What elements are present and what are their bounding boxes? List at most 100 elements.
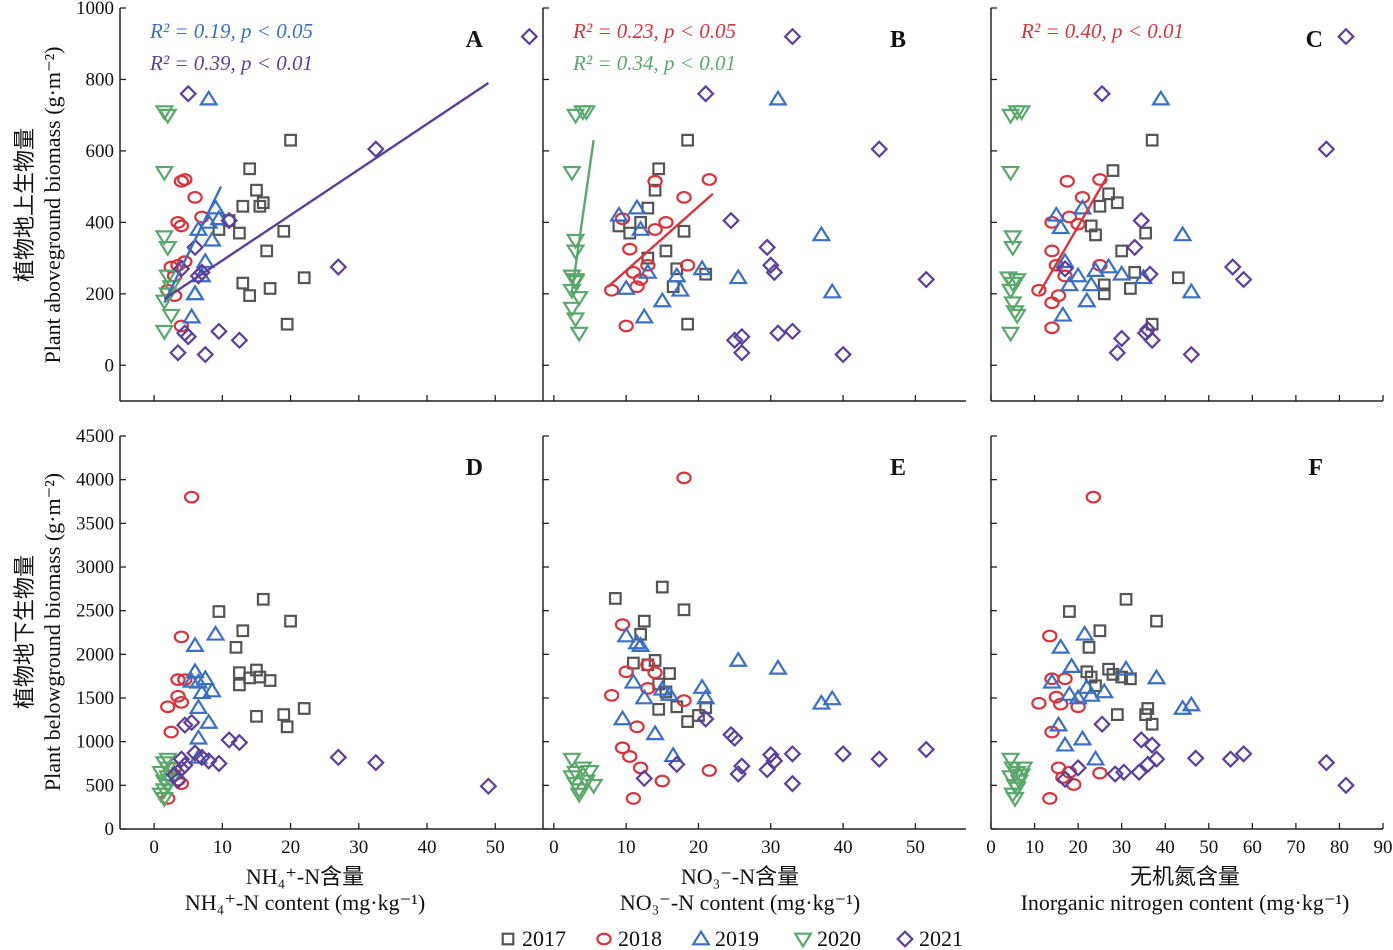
data-point xyxy=(583,778,604,795)
data-point xyxy=(187,190,203,204)
data-point xyxy=(630,636,651,653)
data-point xyxy=(626,656,640,670)
data-point xyxy=(329,748,348,767)
data-point xyxy=(185,636,205,653)
data-point xyxy=(667,755,686,774)
data-point xyxy=(609,205,629,222)
data-point xyxy=(618,665,634,679)
data-point xyxy=(366,753,385,772)
data-point xyxy=(256,592,270,606)
data-point xyxy=(1223,258,1242,276)
data-point xyxy=(210,322,228,341)
data-point xyxy=(154,324,175,341)
panel-label: C xyxy=(1306,27,1323,53)
data-point xyxy=(243,289,257,303)
data-point xyxy=(177,255,193,269)
x-tick-label: 90 xyxy=(1374,837,1393,858)
data-point xyxy=(263,282,277,295)
data-point xyxy=(520,27,539,46)
series-2020 xyxy=(562,105,597,343)
data-point xyxy=(1011,768,1032,785)
data-point xyxy=(181,307,202,324)
data-point xyxy=(1112,329,1131,348)
series-2020 xyxy=(998,105,1032,343)
data-point xyxy=(170,689,186,703)
data-point xyxy=(1003,230,1023,247)
data-point xyxy=(205,624,226,641)
plot-area xyxy=(998,27,1355,364)
y-tick-label: 400 xyxy=(86,212,115,233)
data-point xyxy=(728,651,749,667)
x-axis-title-en-2: NO₃⁻-N content (mg·kg⁻¹) xyxy=(620,890,860,915)
data-point xyxy=(1139,226,1153,240)
y-tick-label: 1000 xyxy=(76,732,114,753)
y-tick-label: 500 xyxy=(86,775,115,796)
data-point xyxy=(622,750,638,763)
panel-b: B R² = 0.23, p < 0.05 R² = 0.34, p < 0.01 xyxy=(542,7,966,402)
data-point xyxy=(569,290,589,307)
data-point xyxy=(640,258,656,272)
data-point xyxy=(277,708,291,721)
data-point xyxy=(1042,792,1058,805)
data-point xyxy=(1097,287,1111,301)
panel-f: 0 10 20 30 40 50 60 70 80 90 F xyxy=(986,435,1393,858)
data-point xyxy=(681,133,695,147)
data-point xyxy=(647,223,663,236)
data-point xyxy=(565,244,586,261)
data-point xyxy=(1089,228,1102,242)
square-icon xyxy=(501,932,515,946)
data-point xyxy=(1050,289,1067,303)
data-point xyxy=(172,259,191,278)
triangle-up-icon xyxy=(691,929,711,946)
data-point xyxy=(635,769,654,788)
data-point xyxy=(1042,672,1062,689)
data-point xyxy=(614,741,631,755)
data-point xyxy=(569,787,589,804)
data-point xyxy=(1007,273,1027,289)
data-point xyxy=(1050,218,1071,235)
data-point xyxy=(169,343,187,362)
data-point xyxy=(172,759,191,778)
data-point xyxy=(198,89,219,106)
data-point xyxy=(157,752,178,769)
data-point xyxy=(822,689,843,706)
data-point xyxy=(1031,696,1047,710)
fit-line-2020 xyxy=(570,140,595,293)
data-point xyxy=(652,162,666,176)
data-point xyxy=(681,317,695,331)
data-point xyxy=(1110,708,1124,721)
data-point xyxy=(634,688,655,705)
data-point xyxy=(1011,105,1032,121)
data-point xyxy=(1000,283,1021,300)
data-point xyxy=(1072,729,1093,746)
data-point xyxy=(229,640,243,654)
data-point xyxy=(659,244,673,258)
data-point xyxy=(659,685,680,701)
data-point xyxy=(634,215,648,229)
data-point xyxy=(1111,264,1132,281)
data-point xyxy=(1044,296,1060,310)
data-point xyxy=(243,671,257,685)
data-point xyxy=(1181,695,1202,712)
panel-d: 0 500 1000 1500 2000 2500 3000 3500 4000 4500 0 10 2… xyxy=(76,426,543,858)
data-point xyxy=(783,774,802,793)
data-point xyxy=(253,670,267,684)
data-point xyxy=(758,760,777,779)
data-point xyxy=(1055,252,1075,269)
data-point xyxy=(565,777,586,793)
data-point xyxy=(1234,270,1253,289)
data-point xyxy=(576,105,597,121)
data-point xyxy=(917,740,936,759)
x-tick-label: 30 xyxy=(761,837,780,858)
data-point xyxy=(630,220,651,236)
data-point xyxy=(170,673,186,687)
data-point xyxy=(562,301,582,318)
data-point xyxy=(236,199,250,213)
data-point xyxy=(232,666,246,680)
series-2021 xyxy=(1056,27,1355,364)
data-point xyxy=(157,108,178,125)
data-point xyxy=(230,331,249,350)
data-point xyxy=(1059,275,1080,292)
data-point xyxy=(260,244,274,258)
data-point xyxy=(725,729,744,748)
